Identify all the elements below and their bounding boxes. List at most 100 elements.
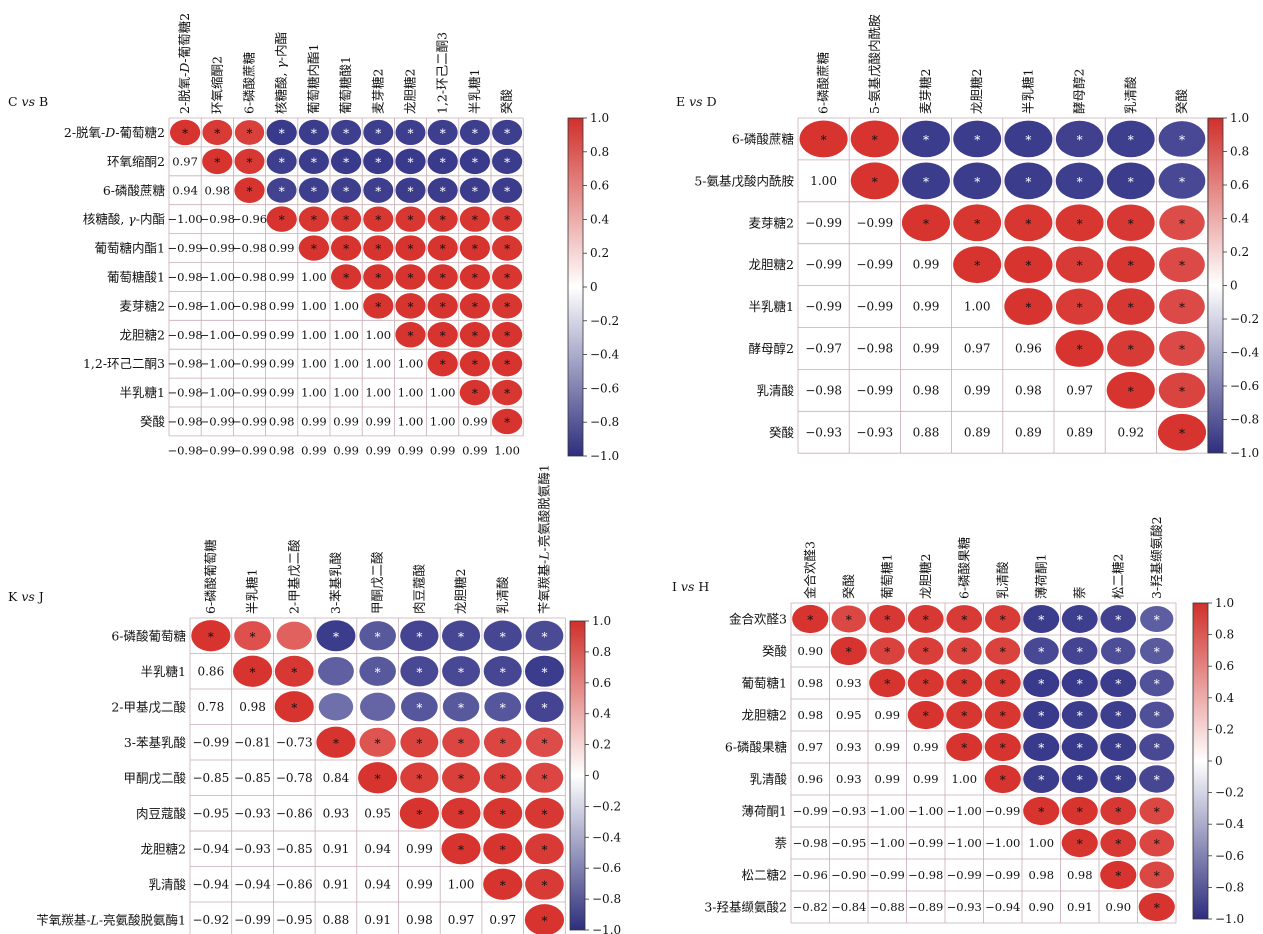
correlation-ellipse <box>946 668 983 698</box>
colorbar-tick-label: −0.4 <box>1215 817 1245 831</box>
colorbar-tick-label: 0.4 <box>592 707 611 721</box>
significance-star: * <box>458 630 464 644</box>
correlation-ellipse <box>363 206 394 232</box>
coefficient-label: −0.98 <box>167 328 202 342</box>
correlation-ellipse <box>1139 637 1174 665</box>
significance-star: * <box>250 665 256 679</box>
coefficient-label: 0.98 <box>797 708 823 722</box>
significance-star: * <box>408 126 414 140</box>
significance-star: * <box>472 242 478 256</box>
coefficient-label: −0.89 <box>908 900 943 914</box>
coefficient-label: 0.94 <box>364 877 391 891</box>
coefficient-label: −0.95 <box>192 806 229 820</box>
significance-star: * <box>375 665 381 679</box>
column-label: 麦芽糖2 <box>370 69 385 114</box>
correlation-ellipse <box>984 605 1021 633</box>
coefficient-label: 1.00 <box>301 270 327 284</box>
significance-star: * <box>333 736 339 750</box>
correlation-ellipse <box>266 206 297 232</box>
correlation-ellipse <box>525 833 564 865</box>
significance-star: * <box>472 329 478 343</box>
matrix-grid <box>797 117 1208 454</box>
significance-star: * <box>961 741 967 755</box>
significance-star: * <box>1154 741 1160 755</box>
coefficient-label: 0.86 <box>197 664 224 678</box>
significance-star: * <box>250 630 256 644</box>
significance-star: * <box>1179 175 1185 189</box>
significance-star: * <box>541 772 547 786</box>
significance-star: * <box>504 271 510 285</box>
column-label: 2-甲基戊二酸 <box>286 539 301 614</box>
coefficient-label: −0.99 <box>985 804 1020 818</box>
coefficient-label: 0.91 <box>1067 900 1093 914</box>
significance-star: * <box>974 133 980 147</box>
significance-star: * <box>408 271 414 285</box>
coefficient-label: 0.99 <box>269 386 295 400</box>
coefficient-label: −0.82 <box>793 900 828 914</box>
coefficient-label: 0.95 <box>364 806 391 820</box>
significance-star: * <box>408 184 414 198</box>
colorbar-tick-label: 0.2 <box>590 246 609 260</box>
correlation-ellipse <box>318 656 354 686</box>
significance-star: * <box>504 242 510 256</box>
significance-star: * <box>1128 384 1134 398</box>
coefficient-label: 1.00 <box>964 300 991 314</box>
coefficient-label: −0.98 <box>167 443 202 457</box>
correlation-ellipse <box>792 604 829 634</box>
significance-star: * <box>416 630 422 644</box>
significance-star: * <box>375 772 381 786</box>
significance-star: * <box>247 155 253 169</box>
colorbar-tick-label: 0.4 <box>1215 691 1234 705</box>
coefficient-label: −0.98 <box>908 868 943 882</box>
column-label: 葡萄糖内酯1 <box>306 44 321 114</box>
panel-title: I vs H <box>672 579 709 594</box>
colorbar-tick-label: 0.8 <box>1215 628 1234 642</box>
row-label: 龙胆糖2 <box>141 841 186 856</box>
significance-star: * <box>291 665 297 679</box>
correlation-ellipse <box>902 120 950 158</box>
coefficient-label: 0.89 <box>964 425 991 439</box>
significance-star: * <box>504 155 510 169</box>
significance-star: * <box>343 126 349 140</box>
colorbar-tick-label: 0.2 <box>592 738 611 752</box>
significance-star: * <box>1115 645 1121 659</box>
colorbar-tick-label: −0.6 <box>590 381 619 395</box>
correlation-ellipse <box>1138 892 1175 922</box>
correlation-ellipse <box>984 764 1021 794</box>
correlation-ellipse <box>525 691 564 723</box>
correlation-ellipse <box>907 605 944 633</box>
coefficient-label: 1.00 <box>1028 836 1054 850</box>
significance-star: * <box>1115 677 1121 691</box>
correlation-ellipse <box>331 119 362 146</box>
panel-title: K vs J <box>8 589 44 604</box>
coefficient-label: 1.00 <box>301 386 327 400</box>
correlation-ellipse <box>266 119 297 146</box>
significance-star: * <box>343 242 349 256</box>
correlation-ellipse <box>1055 120 1104 158</box>
colorbar-tick-label: 0 <box>590 280 598 294</box>
coefficient-label: 0.97 <box>1066 383 1093 397</box>
coefficient-label: −1.00 <box>985 836 1020 850</box>
correlation-ellipse <box>1139 765 1175 793</box>
row-label: 5-氨基戊酸内酰胺 <box>694 173 794 188</box>
correlation-ellipse <box>427 264 458 290</box>
correlation-ellipse <box>459 148 491 175</box>
significance-star: * <box>1179 301 1185 315</box>
coefficient-label: 1.00 <box>301 357 327 371</box>
significance-star: * <box>333 630 339 644</box>
correlation-ellipse <box>359 692 396 721</box>
correlation-ellipse <box>524 904 565 934</box>
significance-star: * <box>1077 645 1083 659</box>
correlation-ellipse <box>274 655 314 687</box>
significance-star: * <box>416 807 422 821</box>
coefficient-label: −1.00 <box>870 804 905 818</box>
significance-star: * <box>1128 342 1134 356</box>
correlation-ellipse <box>524 655 564 687</box>
coefficient-label: 0.99 <box>301 414 327 428</box>
significance-star: * <box>974 259 980 273</box>
correlation-ellipse <box>1106 371 1155 409</box>
correlation-ellipse <box>395 177 426 203</box>
correlation-ellipse <box>363 177 394 203</box>
correlation-ellipse <box>1159 247 1205 283</box>
correlation-ellipse <box>1106 246 1155 284</box>
